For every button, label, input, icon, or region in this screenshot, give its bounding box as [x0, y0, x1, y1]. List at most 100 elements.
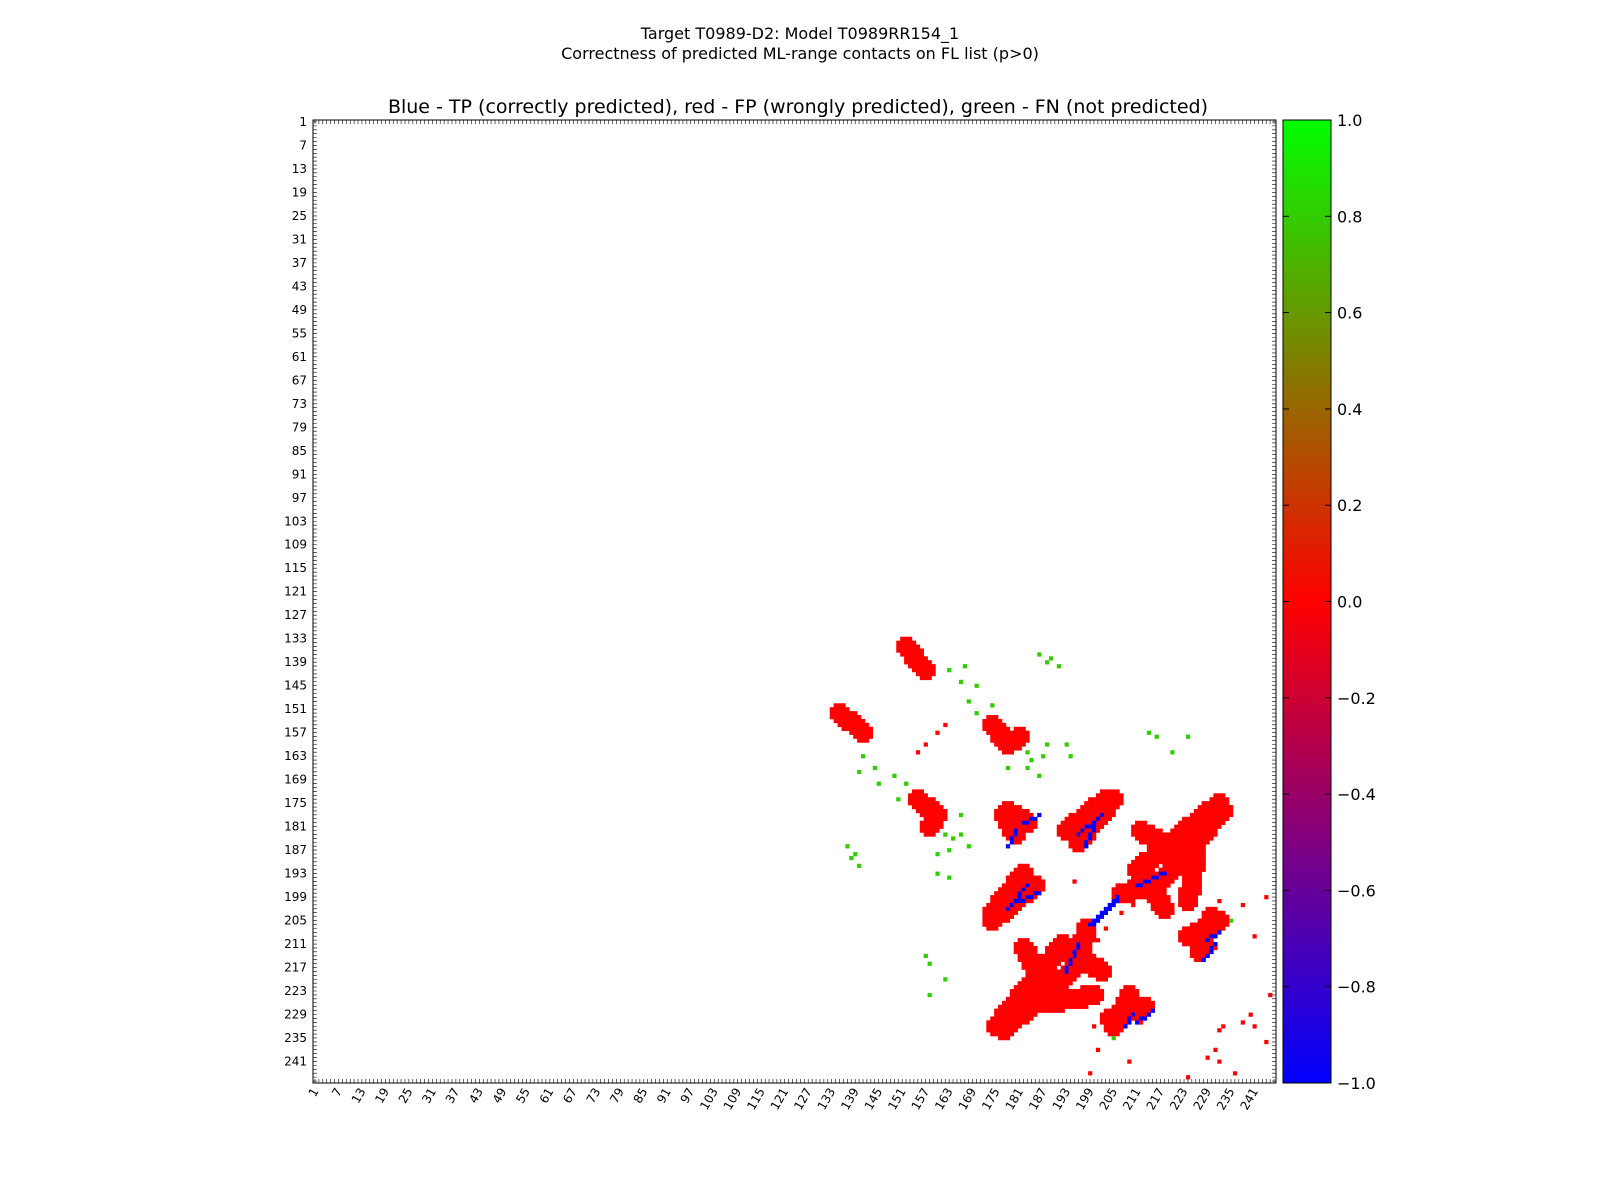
y-tick-label: 37	[292, 256, 307, 270]
contact-cell-fp	[1111, 1016, 1116, 1021]
contact-cell-fp	[1135, 836, 1140, 841]
contact-cell-fp	[1189, 922, 1195, 927]
colorbar-tick-label: −0.8	[1337, 978, 1376, 997]
contact-cell-fp	[1072, 977, 1077, 982]
contact-cell-fp	[1178, 871, 1183, 876]
contact-cell-fp	[1052, 965, 1058, 970]
contact-cell-fp	[1013, 1024, 1018, 1029]
contact-cell-fp	[1127, 895, 1132, 900]
contact-cell-fp	[1201, 863, 1206, 868]
contact-cell-fp	[1217, 797, 1222, 802]
contact-cell-fp	[1021, 1020, 1026, 1025]
contact-cell-fp	[1084, 918, 1089, 923]
contact-cell-fp	[1080, 848, 1085, 853]
contact-cell-fp	[1193, 820, 1199, 825]
contact-cell-fp	[1037, 1008, 1042, 1013]
contact-cell-fp	[1135, 875, 1140, 880]
contact-cell-fp	[1193, 891, 1199, 896]
contact-cell-fp	[1009, 989, 1015, 994]
contact-cell-fp	[994, 914, 999, 919]
contact-cell-tp	[1084, 824, 1089, 829]
contact-cell-fp	[1076, 989, 1081, 994]
contact-cell-fp	[1166, 844, 1171, 849]
contact-cell-tp	[1138, 883, 1144, 888]
contact-cell-fp	[986, 918, 991, 923]
contact-cell-fp	[1189, 902, 1195, 908]
x-tick-label: 43	[466, 1086, 486, 1106]
contact-cell-fp	[1009, 871, 1015, 876]
contact-cell-fp	[1229, 808, 1234, 814]
contact-cell-fp	[1088, 992, 1093, 998]
contact-cell-fp	[1048, 945, 1054, 951]
contact-cell-fp	[1185, 906, 1191, 912]
contact-cell-fp	[998, 820, 1003, 825]
contact-cell-fn	[966, 844, 971, 849]
contact-cell-fp	[833, 703, 838, 708]
contact-cell-tp	[1103, 910, 1108, 915]
contact-cell-fp	[1092, 953, 1097, 959]
contact-cell-fp	[1142, 852, 1148, 857]
contact-cell-fp	[943, 812, 948, 818]
contact-cell-tp	[1021, 820, 1026, 825]
contact-cell-fp	[1029, 996, 1034, 1002]
contact-cell-fp	[1166, 863, 1171, 868]
contact-cell-fp	[1127, 1008, 1132, 1013]
contact-cell-fp	[1001, 1032, 1007, 1037]
contact-cell-fp	[1154, 871, 1159, 876]
contact-cell-fp	[1013, 992, 1018, 998]
y-tick-label: 127	[284, 608, 307, 622]
contact-cell-fp	[1185, 859, 1191, 865]
axes-title: Blue - TP (correctly predicted), red - F…	[387, 96, 1209, 118]
contact-cell-fp	[1201, 945, 1206, 951]
contact-cell-fp	[1146, 832, 1152, 837]
contact-cell-fp	[1084, 985, 1089, 990]
contact-cell-fp	[857, 722, 862, 728]
contact-cell-fp	[1197, 808, 1202, 814]
contact-cell-fn	[1111, 1036, 1116, 1041]
contact-cell-fp	[845, 715, 850, 720]
contact-cell-tp	[1025, 895, 1030, 900]
contact-cell-fp	[935, 805, 940, 810]
contact-cell-fp	[1166, 875, 1171, 880]
contact-cell-fp	[1033, 887, 1038, 892]
contact-cell-fp	[923, 832, 928, 837]
contact-cell-fp	[1095, 973, 1101, 978]
figure-title-line2: Correctness of predicted ML-range contac…	[561, 44, 1039, 63]
contact-cell-fp	[1072, 969, 1077, 974]
contact-cell-fp	[1115, 891, 1120, 896]
contact-cell-fp	[1213, 801, 1218, 806]
contact-cell-fp	[1123, 887, 1128, 892]
contact-cell-fp	[1052, 996, 1058, 1002]
contact-cell-fp	[1107, 816, 1112, 822]
contact-cell-fp	[1072, 989, 1077, 994]
contact-cell-fp	[1158, 836, 1163, 841]
contact-cell-fp	[1021, 942, 1026, 947]
contact-cell-fp	[853, 726, 858, 731]
contact-cell-fp	[1009, 1008, 1015, 1013]
contact-cell-fp	[990, 922, 995, 927]
contact-cell-fp	[1005, 730, 1011, 735]
contact-cell-fn	[1056, 664, 1061, 669]
contact-cell-fp	[1013, 1028, 1018, 1033]
contact-cell-fp	[1162, 902, 1167, 908]
contact-cell-fp	[1025, 969, 1030, 974]
contact-cell-fp	[1009, 887, 1015, 892]
contact-cell-fp	[1005, 1008, 1011, 1013]
contact-cell-fp	[1193, 945, 1199, 951]
contact-cell-fp	[923, 816, 928, 822]
contact-cell-fp	[1005, 1020, 1011, 1025]
contact-cell-fp	[1037, 992, 1042, 998]
contact-cell-fp	[1017, 887, 1022, 892]
contact-cell-fp	[1045, 1008, 1050, 1013]
contact-cell-fp	[986, 1020, 991, 1025]
contact-cell-fp	[1182, 891, 1187, 896]
contact-cell-fp	[1021, 730, 1026, 735]
contact-cell-fp	[1213, 930, 1218, 935]
contact-cell-fp	[1193, 942, 1199, 947]
contact-cell-fp	[1178, 902, 1183, 908]
contact-cell-fp	[1107, 1008, 1112, 1013]
contact-cell-fp	[1193, 895, 1199, 900]
contact-cell-fp	[927, 675, 932, 681]
contact-cell-tp	[1064, 965, 1069, 970]
contact-cell-fp	[1209, 922, 1214, 927]
